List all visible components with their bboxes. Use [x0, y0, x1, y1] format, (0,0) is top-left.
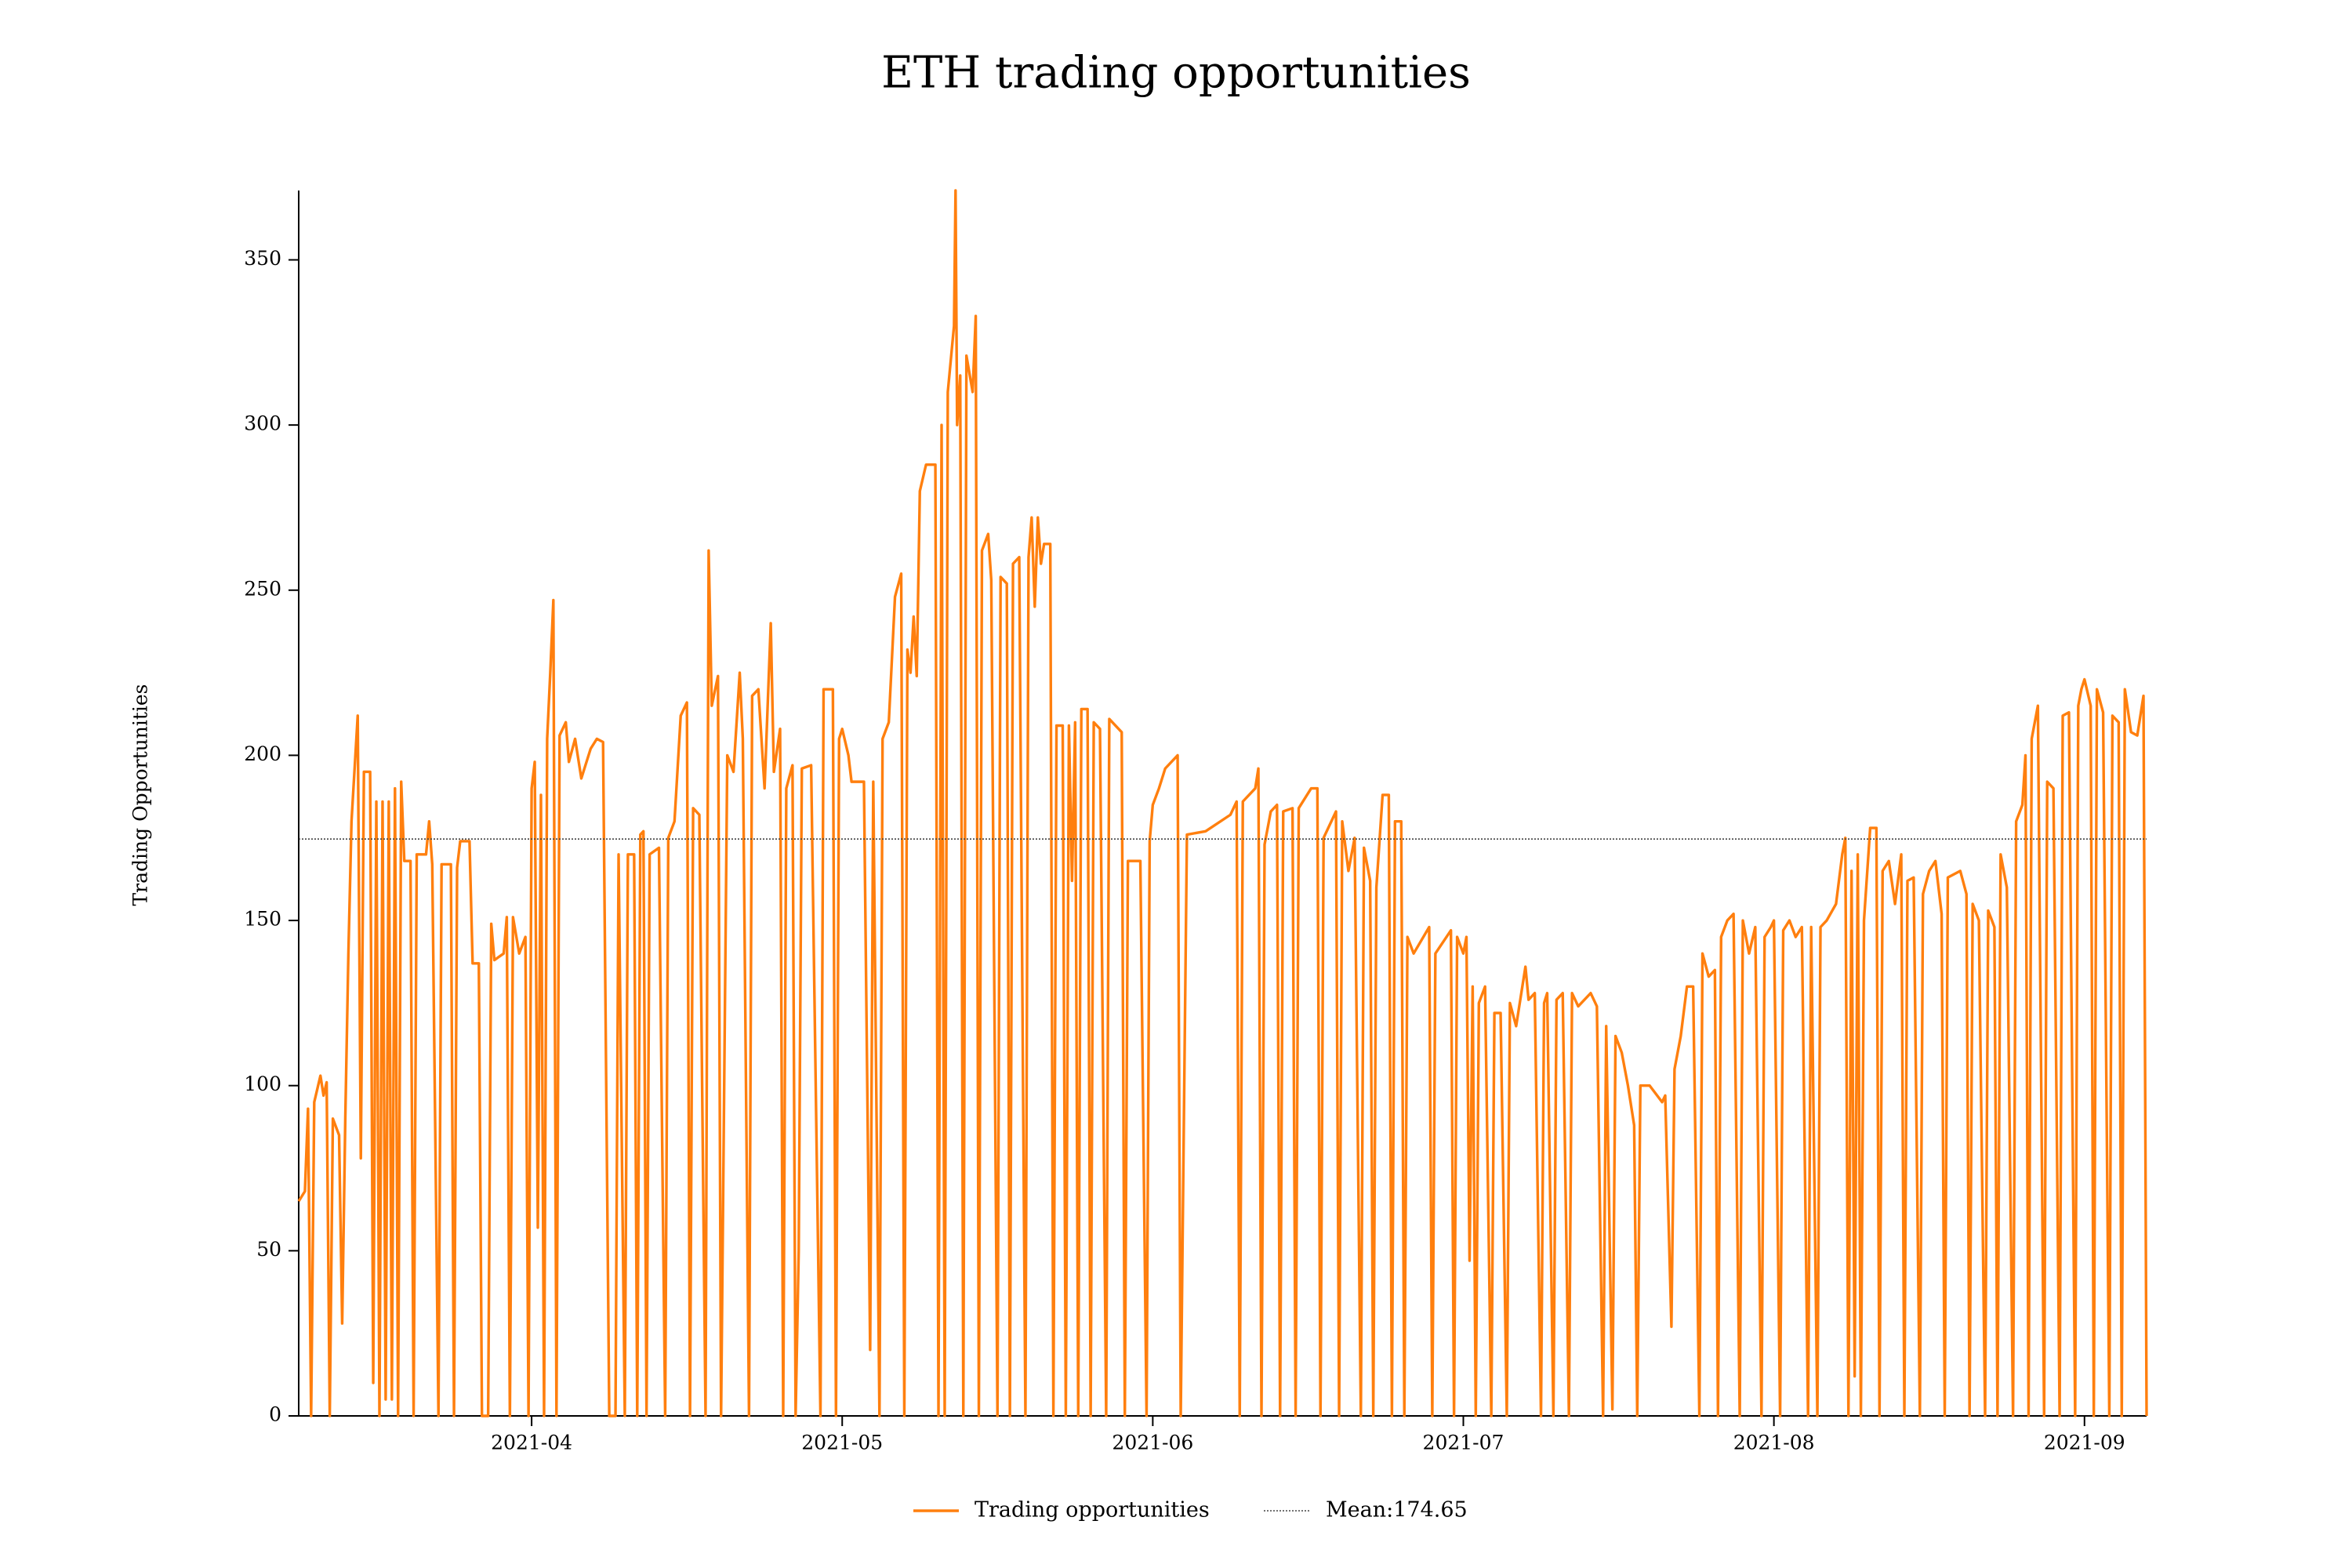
- legend-label: Mean:174.65: [1326, 1498, 1468, 1523]
- y-axis-label: Trading Opportunities: [129, 684, 152, 906]
- y-tick-label: 0: [269, 1403, 281, 1426]
- y-tick-label: 100: [244, 1073, 281, 1095]
- chart-title: ETH trading opportunities: [881, 48, 1471, 99]
- y-tick-label: 150: [244, 908, 281, 931]
- x-tick-label: 2021-04: [491, 1432, 572, 1454]
- x-tick-label: 2021-09: [2044, 1432, 2125, 1454]
- data-line: [297, 189, 2148, 1417]
- x-tick-label: 2021-07: [1423, 1432, 1504, 1454]
- y-tick-label: 300: [244, 412, 281, 435]
- y-tick-label: 50: [256, 1238, 281, 1261]
- x-tick-label: 2021-06: [1112, 1432, 1193, 1454]
- y-tick-label: 350: [244, 247, 281, 270]
- y-tick-label: 250: [244, 577, 281, 600]
- y-tick-label: 200: [244, 742, 281, 765]
- x-tick-label: 2021-08: [1733, 1432, 1815, 1454]
- x-tick-label: 2021-05: [801, 1432, 883, 1454]
- legend-label: Trading opportunities: [975, 1498, 1210, 1523]
